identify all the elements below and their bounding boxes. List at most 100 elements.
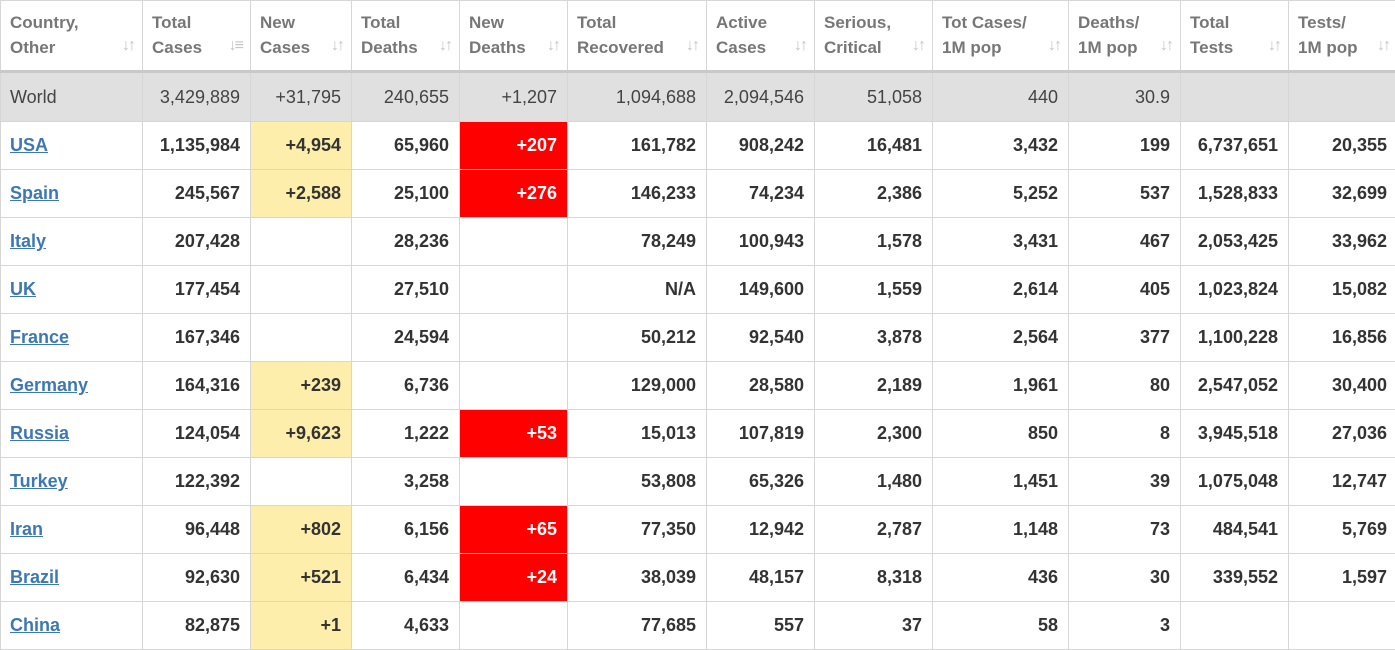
country-link[interactable]: Brazil — [10, 567, 60, 587]
header-total-tests[interactable]: Total Tests ↓↑ — [1180, 0, 1289, 73]
country-link[interactable]: Turkey — [10, 471, 68, 491]
cell-tests-per-1m: 12,747 — [1288, 457, 1395, 506]
sort-arrows-icon[interactable]: ↓↑ — [1377, 37, 1391, 54]
country-link[interactable]: Italy — [10, 231, 47, 251]
header-label-line1: Total — [152, 13, 192, 32]
header-label-line2: Tests — [1190, 38, 1234, 57]
header-new-deaths[interactable]: New Deaths ↓↑ — [459, 0, 568, 73]
cell-serious-critical: 1,559 — [814, 265, 933, 314]
header-label-line1: Active — [716, 13, 768, 32]
cell-total-deaths: 6,736 — [351, 361, 460, 410]
cell-total-tests: 339,552 — [1180, 553, 1289, 602]
sort-arrows-icon[interactable]: ↓↑ — [1048, 37, 1062, 54]
country-link[interactable]: France — [10, 327, 70, 347]
sort-arrows-icon[interactable]: ↓↑ — [122, 37, 136, 54]
cell-total-deaths: 1,222 — [351, 409, 460, 458]
cell-active-cases: 908,242 — [706, 121, 815, 170]
cell-deaths-per-1m: 405 — [1068, 265, 1181, 314]
header-label-line1: Total — [1190, 13, 1230, 32]
table-body: World 3,429,889 +31,795 240,655 +1,207 1,094,… — [0, 71, 1395, 650]
cell-active-cases: 107,819 — [706, 409, 815, 458]
header-serious-critical[interactable]: Serious, Critical ↓↑ — [814, 0, 933, 73]
cell-total-cases: 207,428 — [142, 217, 251, 266]
country-link[interactable]: Iran — [10, 519, 44, 539]
cell-cases-per-1m: 436 — [932, 553, 1069, 602]
cell-total-deaths: 25,100 — [351, 169, 460, 218]
header-country[interactable]: Country, Other ↓↑ — [0, 0, 143, 73]
header-label: New Deaths — [461, 2, 567, 61]
header-label-line2: Critical — [824, 38, 882, 57]
header-label-line1: Country, — [10, 13, 79, 32]
header-new-cases[interactable]: New Cases ↓↑ — [250, 0, 352, 73]
cell-tests-per-1m: 20,355 — [1288, 121, 1395, 170]
header-total-recovered[interactable]: Total Recovered ↓↑ — [567, 0, 707, 73]
table-row: Brazil 92,630 +521 6,434 +24 38,039 48,157 8,31… — [0, 553, 1395, 602]
cell-tests-per-1m: 30,400 — [1288, 361, 1395, 410]
cell-serious-critical: 2,300 — [814, 409, 933, 458]
cell-deaths-per-1m: 30 — [1068, 553, 1181, 602]
cell-total-deaths: 3,258 — [351, 457, 460, 506]
sort-descending-icon[interactable]: ↓≡ — [228, 37, 244, 54]
cell-new-deaths — [459, 313, 568, 362]
cell-total-tests — [1180, 601, 1289, 650]
sort-arrows-icon[interactable]: ↓↑ — [912, 37, 926, 54]
cell-active-cases: 12,942 — [706, 505, 815, 554]
cell-new-cases: +1 — [250, 601, 352, 650]
sort-arrows-icon[interactable]: ↓↑ — [794, 37, 808, 54]
header-active-cases[interactable]: Active Cases ↓↑ — [706, 0, 815, 73]
header-total-cases[interactable]: Total Cases ↓≡ — [142, 0, 251, 73]
cell-total-cases: 3,429,889 — [142, 71, 251, 122]
header-label: Total Tests — [1182, 2, 1288, 61]
cell-new-cases: +2,588 — [250, 169, 352, 218]
header-label: Tests/1M pop — [1290, 2, 1395, 61]
cell-total-cases: 164,316 — [142, 361, 251, 410]
header-deaths-per-1m[interactable]: Deaths/1M pop ↓↑ — [1068, 0, 1181, 73]
header-label-line1: Total — [361, 13, 401, 32]
cell-new-deaths: +207 — [459, 121, 568, 170]
cell-total-cases: 245,567 — [142, 169, 251, 218]
sort-arrows-icon[interactable]: ↓↑ — [439, 37, 453, 54]
cell-tests-per-1m: 33,962 — [1288, 217, 1395, 266]
cell-tests-per-1m: 32,699 — [1288, 169, 1395, 218]
country-link[interactable]: UK — [10, 279, 36, 299]
header-label-line2: Deaths — [469, 38, 526, 57]
cell-serious-critical: 1,578 — [814, 217, 933, 266]
header-cases-per-1m[interactable]: Tot Cases/1M pop ↓↑ — [932, 0, 1069, 73]
header-label-line1: Total — [577, 13, 617, 32]
cell-new-deaths: +24 — [459, 553, 568, 602]
cell-new-cases: +239 — [250, 361, 352, 410]
cell-serious-critical: 2,189 — [814, 361, 933, 410]
cell-new-deaths: +276 — [459, 169, 568, 218]
sort-arrows-icon[interactable]: ↓↑ — [331, 37, 345, 54]
cell-total-recovered: 50,212 — [567, 313, 707, 362]
cell-country: Iran — [0, 505, 143, 554]
country-link[interactable]: China — [10, 615, 61, 635]
cell-total-tests: 1,075,048 — [1180, 457, 1289, 506]
country-link[interactable]: Germany — [10, 375, 89, 395]
table-row: China 82,875 +1 4,633 77,685 557 37 58 3 — [0, 601, 1395, 650]
cell-total-tests: 6,737,651 — [1180, 121, 1289, 170]
sort-arrows-icon[interactable]: ↓↑ — [1268, 37, 1282, 54]
cell-new-deaths: +1,207 — [459, 71, 568, 122]
sort-arrows-icon[interactable]: ↓↑ — [547, 37, 561, 54]
cell-active-cases: 28,580 — [706, 361, 815, 410]
cell-serious-critical: 37 — [814, 601, 933, 650]
cell-cases-per-1m: 1,451 — [932, 457, 1069, 506]
country-link[interactable]: USA — [10, 135, 49, 155]
cell-new-cases — [250, 457, 352, 506]
country-link[interactable]: Spain — [10, 183, 60, 203]
sort-arrows-icon[interactable]: ↓↑ — [1160, 37, 1174, 54]
cell-total-tests: 2,547,052 — [1180, 361, 1289, 410]
cell-deaths-per-1m: 80 — [1068, 361, 1181, 410]
cell-cases-per-1m: 1,148 — [932, 505, 1069, 554]
table-row: Russia 124,054 +9,623 1,222 +53 15,013 107,819… — [0, 409, 1395, 458]
country-link[interactable]: Russia — [10, 423, 70, 443]
cell-total-tests — [1180, 71, 1289, 122]
cell-total-cases: 1,135,984 — [142, 121, 251, 170]
cell-total-recovered: 146,233 — [567, 169, 707, 218]
cell-cases-per-1m: 58 — [932, 601, 1069, 650]
header-tests-per-1m[interactable]: Tests/1M pop ↓↑ — [1288, 0, 1395, 73]
sort-arrows-icon[interactable]: ↓↑ — [686, 37, 700, 54]
header-total-deaths[interactable]: Total Deaths ↓↑ — [351, 0, 460, 73]
header-label: Total Deaths — [353, 2, 459, 61]
